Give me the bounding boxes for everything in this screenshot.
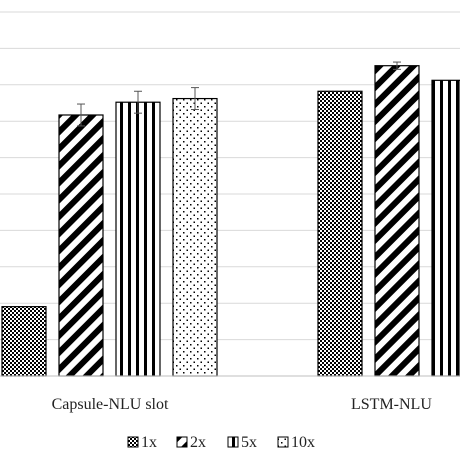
error-bar-10x-0 [191, 87, 199, 111]
legend-item-1x: 1x [127, 434, 157, 451]
bars [1, 65, 460, 377]
legend-label-5x: 5x [241, 434, 257, 451]
bar-1x-1 [317, 90, 363, 377]
legend-label-1x: 1x [141, 434, 157, 451]
category-label-0: Capsule-NLU slot [52, 396, 169, 413]
category-labels: Capsule-NLU slot LSTM-NLU [52, 396, 433, 413]
error-bar-2x-0 [77, 103, 85, 127]
legend-item-10x: 10x [277, 434, 315, 451]
legend-item-2x: 2x [176, 434, 206, 451]
legend-swatch-10x [277, 436, 289, 448]
legend-swatch-5x [227, 436, 239, 448]
legend: 1x 2x 5x 10x [127, 434, 315, 451]
category-label-1: LSTM-NLU [351, 396, 432, 413]
legend-swatch-2x [176, 436, 188, 448]
legend-label-10x: 10x [291, 434, 315, 451]
legend-item-5x: 5x [227, 434, 257, 451]
error-bar-5x-0 [134, 90, 142, 114]
bar-1x-0 [1, 306, 47, 377]
bar-10x-0 [172, 97, 218, 377]
bar-5x-0 [115, 101, 161, 377]
legend-swatch-1x [127, 436, 139, 448]
bar-2x-1 [374, 65, 420, 377]
bar-5x-1 [431, 79, 460, 377]
bar-2x-0 [58, 114, 104, 377]
error-bars [77, 61, 401, 127]
error-bar-2x-1 [393, 61, 401, 70]
legend-label-2x: 2x [190, 434, 206, 451]
